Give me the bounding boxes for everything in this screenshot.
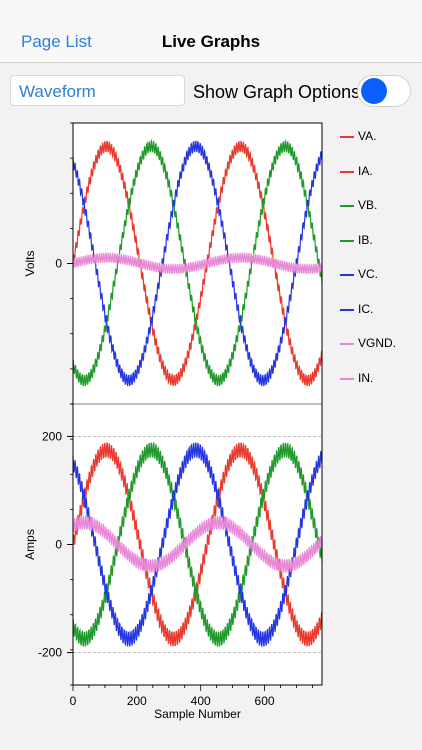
legend-item: IN. — [334, 369, 422, 389]
series-line-va — [72, 140, 323, 387]
legend-swatch — [340, 343, 354, 345]
y-tick-label: 200 — [42, 429, 62, 443]
series-line-ia — [72, 442, 323, 647]
navigation-bar: Page List Live Graphs — [0, 0, 422, 63]
series-line-vc — [72, 140, 323, 387]
legend-swatch — [340, 239, 354, 242]
legend-label: VB. — [358, 198, 378, 212]
series-line-vgnd — [72, 251, 323, 274]
series-line-ic — [72, 442, 323, 647]
legend-label: IB. — [358, 232, 373, 247]
legend-item: IB. — [334, 231, 422, 251]
plot-frame — [72, 122, 323, 686]
legend-swatch — [340, 170, 354, 173]
toggle-knob — [361, 78, 387, 104]
show-graph-options-label: Show Graph Options — [193, 82, 361, 102]
legend-item: VGND. — [334, 334, 422, 354]
legend-item: VA. — [334, 127, 422, 147]
legend-label: VGND. — [358, 336, 397, 350]
y-axis-label: Amps — [23, 529, 37, 560]
y-axis-label: Volts — [23, 250, 37, 276]
y-tick-label: 0 — [55, 538, 62, 552]
legend-swatch — [340, 205, 354, 207]
legend-item: IA. — [334, 162, 422, 182]
legend-label: IN. — [358, 370, 374, 385]
legend-label: IA. — [358, 163, 373, 178]
show-graph-options-toggle[interactable] — [357, 75, 411, 107]
x-tick-label: 0 — [70, 694, 77, 708]
x-axis-label: Sample Number — [154, 707, 241, 721]
series-line-vb — [72, 138, 323, 387]
legend-label: VC. — [358, 267, 379, 281]
legend-swatch — [340, 274, 354, 276]
legend-swatch — [340, 308, 354, 311]
x-tick-label: 400 — [191, 694, 211, 708]
graph-toolbar: Waveform Show Graph Options — [0, 63, 422, 117]
legend-swatch — [340, 377, 354, 380]
x-tick-label: 200 — [127, 694, 147, 708]
y-tick-label: 0 — [55, 257, 62, 271]
series-line-ib — [72, 441, 323, 647]
series-line-in — [72, 514, 323, 573]
legend-item: IC. — [334, 300, 422, 320]
legend-item: VC. — [334, 265, 422, 285]
page-list-button[interactable]: Page List — [21, 32, 92, 51]
legend-label: IC. — [358, 301, 374, 316]
legend-item: VB. — [334, 196, 422, 216]
legend-label: VA. — [358, 129, 377, 143]
y-tick-label: -200 — [38, 646, 62, 660]
x-tick-label: 600 — [255, 694, 275, 708]
waveform-chart: 0 Volts 200 0 -200 Amps 0 200 400 600 Sample Numbe… — [23, 122, 323, 721]
view-selector[interactable]: Waveform — [10, 75, 185, 106]
legend-swatch — [340, 136, 354, 138]
